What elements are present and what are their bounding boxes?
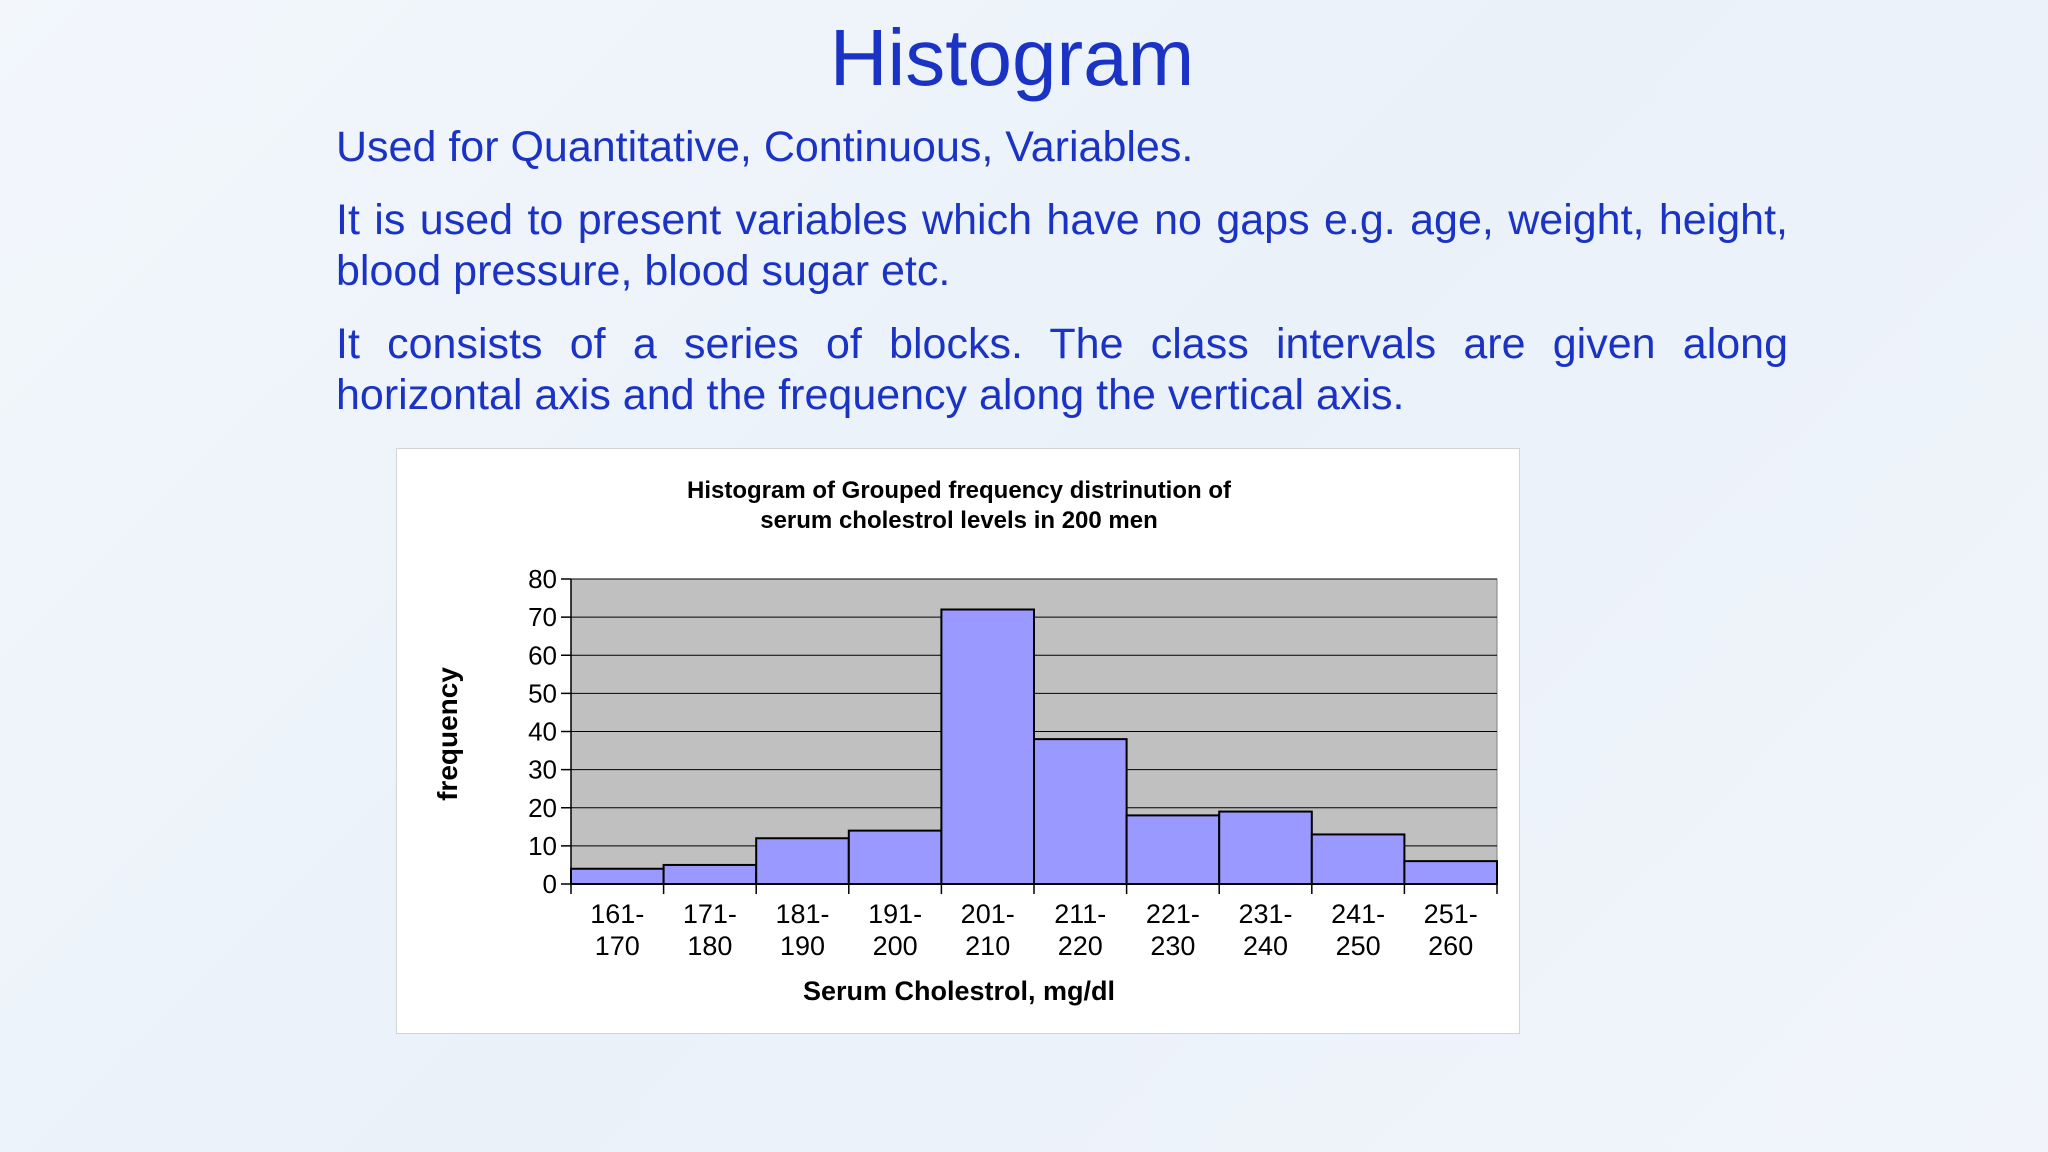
y-tick-label-20: 20: [528, 793, 557, 823]
bullet-quantitative: Used for Quantitative, Continuous, Varia…: [336, 123, 1194, 171]
bar-5: [1033, 738, 1128, 885]
bullet-list: Used for Quantitative, Continuous, Varia…: [336, 122, 1788, 443]
y-tick-label-40: 40: [528, 717, 557, 747]
chart-title-line-2: serum cholestrol levels in 200 men: [760, 507, 1158, 534]
bullet-no-gaps: It is used to present variables which ha…: [336, 196, 1788, 295]
x-tick-label-7-line-1: 231-: [1238, 899, 1292, 929]
slide-title: Histogram: [829, 13, 1195, 102]
x-tick-label-4-line-1: 201-: [961, 899, 1015, 929]
bar-4: [940, 608, 1036, 885]
bar-2: [755, 837, 850, 885]
x-tick-label-6-line-1: 221-: [1146, 899, 1200, 929]
y-axis-label: frequency: [432, 667, 463, 801]
bar-7: [1218, 810, 1313, 885]
axes: 0 10 20 30 40 50 60 70 80 161-170 171-180 181-190 19…: [528, 564, 1498, 961]
x-tick-label-2-line-2: 190: [780, 931, 825, 961]
x-tick-label-1-line-2: 180: [687, 931, 732, 961]
x-tick-label-8-line-2: 250: [1336, 931, 1381, 961]
histogram-svg: Histogram of Grouped frequency distrinut…: [432, 477, 1499, 1006]
x-tick-label-7-line-2: 240: [1243, 931, 1288, 961]
bar-3: [847, 829, 943, 885]
bar-1: [662, 863, 758, 885]
bar-9: [1403, 860, 1499, 885]
bars: [570, 608, 1499, 885]
x-tick-label-4-line-2: 210: [965, 931, 1010, 961]
x-tick-label-3-line-2: 200: [873, 931, 918, 961]
x-tick-label-0-line-2: 170: [595, 931, 640, 961]
x-tick-label-9-line-1: 251-: [1424, 899, 1478, 929]
x-tick-label-5-line-1: 211-: [1054, 899, 1106, 929]
y-tick-label-70: 70: [528, 602, 557, 632]
bullet-blocks: It consists of a series of blocks. The c…: [336, 320, 1788, 419]
x-tick-label-2-line-1: 181-: [775, 899, 829, 929]
y-tick-label-0: 0: [543, 869, 557, 899]
y-tick-label-80: 80: [528, 564, 557, 594]
bar-8: [1310, 833, 1406, 885]
x-axis-label: Serum Cholestrol, mg/dl: [803, 976, 1115, 1006]
y-tick-label-30: 30: [528, 755, 557, 785]
y-tick-label-10: 10: [528, 831, 557, 861]
chart-title-line-1: Histogram of Grouped frequency distrinut…: [687, 477, 1232, 504]
x-tick-label-6-line-2: 230: [1150, 931, 1195, 961]
bar-6: [1125, 814, 1221, 885]
x-tick-label-0-line-1: 161-: [590, 899, 644, 929]
x-tick-label-8-line-1: 241-: [1331, 899, 1385, 929]
x-tick-label-9-line-2: 260: [1428, 931, 1473, 961]
x-tick-label-1-line-1: 171-: [683, 899, 737, 929]
x-tick-label-5-line-2: 220: [1058, 931, 1103, 961]
bar-0: [570, 867, 665, 885]
y-tick-label-60: 60: [528, 640, 557, 670]
histogram-chart: Histogram of Grouped frequency distrinut…: [396, 448, 1520, 1034]
y-tick-label-50: 50: [528, 678, 557, 708]
x-tick-label-3-line-1: 191-: [868, 899, 922, 929]
